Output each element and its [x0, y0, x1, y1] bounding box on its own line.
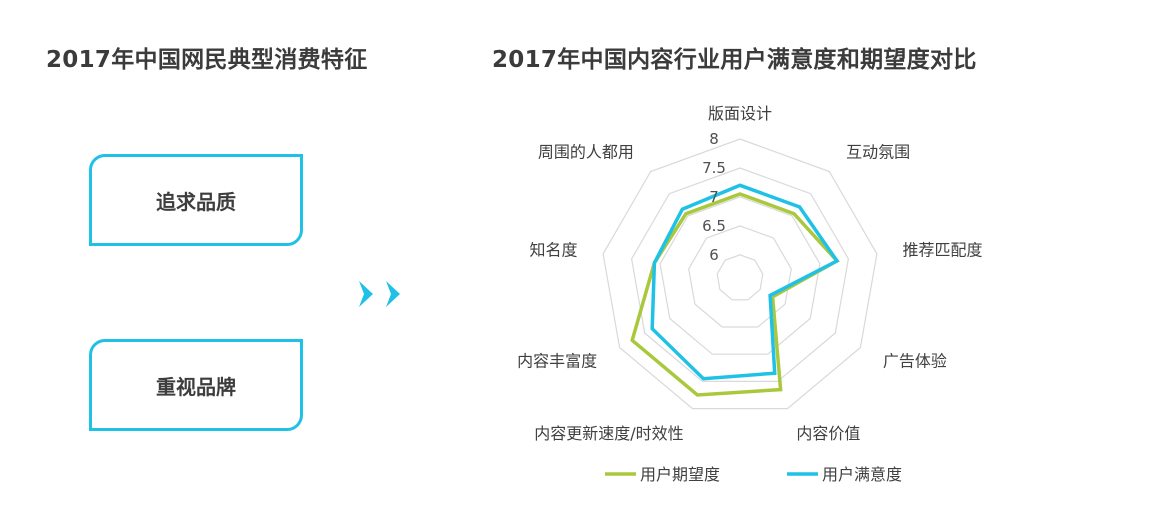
radial-ticks: 6 6.5 7 7.5 8 [702, 130, 726, 264]
tick-label-0: 6 [709, 246, 719, 264]
grid-ring-1 [688, 225, 792, 328]
category-label-4: 内容价值 [796, 424, 860, 443]
radar-grid [602, 138, 878, 410]
category-label-2: 推荐匹配度 [903, 240, 983, 259]
series-line-0 [630, 192, 840, 397]
trait-card-quality: 追求品质 [89, 154, 303, 246]
category-label-3: 广告体验 [883, 352, 947, 371]
tick-label-2: 7 [709, 188, 719, 206]
trait-card-brand: 重视品牌 [89, 339, 303, 431]
tick-label-4: 8 [709, 130, 719, 148]
grid-ring-4 [602, 138, 878, 410]
category-label-1: 互动氛围 [846, 143, 910, 162]
series-line-1 [650, 183, 840, 381]
tick-label-3: 7.5 [702, 159, 726, 177]
category-label-0: 版面设计 [708, 104, 772, 123]
radar-series [630, 183, 840, 397]
category-label-6: 内容丰富度 [517, 352, 597, 371]
tick-label-1: 6.5 [702, 217, 726, 235]
grid-ring-0 [716, 254, 764, 301]
double-chevron-right-icon [359, 281, 400, 307]
category-label-7: 知名度 [529, 240, 577, 259]
category-label-5: 内容更新速度/时效性 [534, 424, 683, 443]
grid-ring-2 [659, 196, 821, 355]
legend-label-0: 用户期望度 [640, 465, 720, 484]
grid-ring-3 [630, 167, 850, 382]
legend: 用户期望度 用户满意度 [605, 465, 902, 484]
legend-label-1: 用户满意度 [822, 465, 902, 484]
category-label-8: 周围的人都用 [538, 143, 634, 162]
chart-title: 2017年中国内容行业用户满意度和期望度对比 [492, 47, 977, 73]
left-panel-title: 2017年中国网民典型消费特征 [46, 47, 368, 73]
